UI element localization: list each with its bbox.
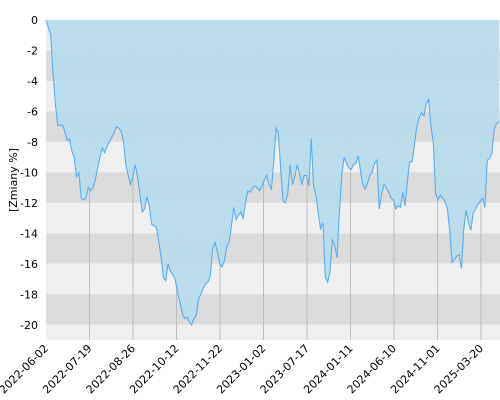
y-tick-label: -14: [20, 227, 38, 240]
y-tick-label: -2: [27, 44, 38, 57]
series-line: [45, 19, 500, 326]
y-axis-label: [Zmiany %]: [7, 148, 20, 212]
y-tick-label: -4: [27, 75, 38, 88]
band-8: [46, 263, 500, 295]
y-tick-label: -6: [27, 105, 38, 118]
y-tick-label: -8: [27, 136, 38, 149]
y-tick-label: -12: [20, 197, 38, 210]
y-tick-label: 0: [31, 14, 38, 27]
band-6: [46, 202, 500, 234]
x-axis-ticks: 2022-06-022022-07-192022-08-262022-10-12…: [0, 342, 486, 396]
band-7: [46, 233, 500, 264]
band-10: [46, 324, 500, 340]
band-5: [46, 172, 500, 203]
y-tick-label: -18: [20, 288, 38, 301]
y-tick-label: -20: [20, 319, 38, 332]
band-9: [46, 294, 500, 325]
y-tick-label: -10: [20, 166, 38, 179]
y-tick-label: -16: [20, 258, 38, 271]
y-axis-ticks: 0 -2 -4 -6 -8 -10 -12 -14 -16 -18 -20: [20, 14, 38, 332]
